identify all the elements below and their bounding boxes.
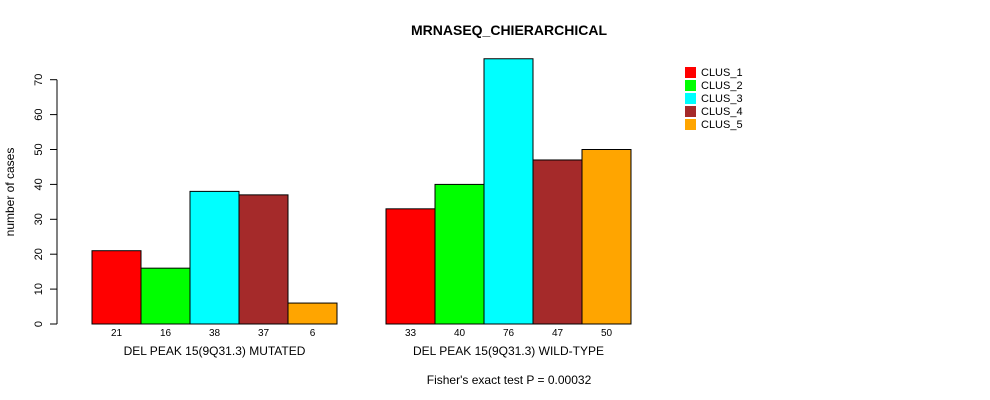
y-axis-label: number of cases [3,148,17,237]
legend-swatch-clus-1 [685,67,696,78]
legend-swatch-clus-3 [685,93,696,104]
bar-value-label: 40 [454,328,466,339]
bar-clus-5-group-2 [581,149,632,325]
bar-clus-3-group-1 [189,190,240,325]
bar-clus-2-group-2 [434,183,485,325]
legend-label-clus-3: CLUS_3 [701,93,743,105]
chart-title: MRNASEQ_CHIERARCHICAL [411,22,607,38]
legend-swatch-clus-4 [685,106,696,117]
bar-clus-2-group-1 [140,267,191,325]
bar-value-label: 16 [160,328,172,339]
bar-value-label: 21 [111,328,123,339]
bar-clus-1-group-2 [385,208,436,325]
group-label-2: DEL PEAK 15(9Q31.3) WILD-TYPE [413,344,604,358]
legend-swatch-clus-5 [685,119,696,130]
legend-label-clus-5: CLUS_5 [701,119,743,131]
legend-swatch-clus-2 [685,80,696,91]
bar-clus-4-group-2 [532,159,583,325]
y-tick-label: 10 [33,283,45,295]
bar-value-label: 47 [552,328,564,339]
bar-value-label: 6 [310,328,316,339]
bar-value-label: 50 [601,328,613,339]
y-tick-label: 50 [33,143,45,155]
group-label-1: DEL PEAK 15(9Q31.3) MUTATED [124,344,306,358]
bar-value-label: 33 [405,328,417,339]
bar-value-label: 37 [258,328,270,339]
legend-label-clus-1: CLUS_1 [701,67,743,79]
bar-clus-3-group-2 [483,58,534,325]
y-axis: 0 10 20 30 40 50 60 70 [33,74,58,327]
y-tick-label: 40 [33,178,45,190]
y-tick-label: 30 [33,213,45,225]
bar-clus-5-group-1 [287,302,338,325]
y-tick-label: 70 [33,74,45,86]
bar-value-label: 76 [503,328,515,339]
bar-clus-1-group-1 [91,250,142,325]
fisher-test-footnote: Fisher's exact test P = 0.00032 [427,373,592,387]
bar-clus-4-group-1 [238,194,289,325]
y-tick-label: 60 [33,108,45,120]
legend-label-clus-2: CLUS_2 [701,80,743,92]
y-tick-label: 0 [33,321,45,327]
group-labels: DEL PEAK 15(9Q31.3) MUTATED DEL PEAK 15(9… [124,344,604,358]
bar-value-labels: 21 16 38 37 6 33 40 76 47 50 [111,328,613,339]
bars [91,58,632,325]
bar-value-label: 38 [209,328,221,339]
legend-label-clus-4: CLUS_4 [701,106,743,118]
y-tick-label: 20 [33,248,45,260]
